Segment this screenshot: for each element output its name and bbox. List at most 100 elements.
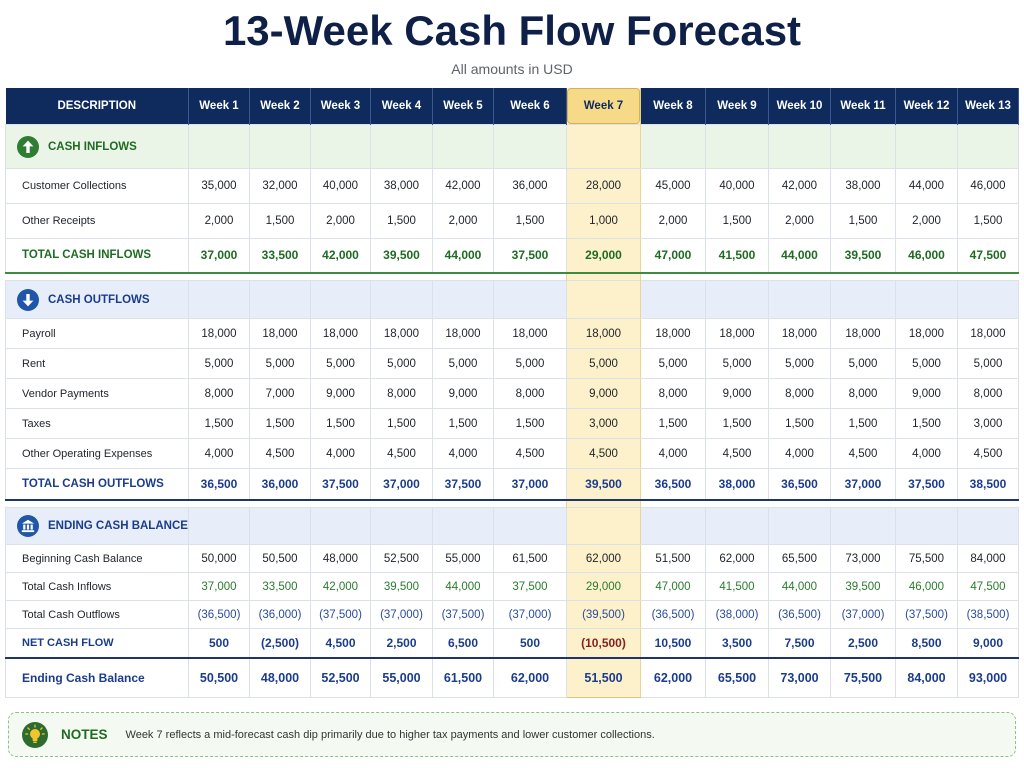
header-week-label: Week 10 xyxy=(776,100,823,112)
cell-week-7: 62,000 xyxy=(566,544,641,573)
cell-week-10: 8,000 xyxy=(768,378,831,409)
header-week-7: Week 7 xyxy=(566,88,641,125)
row-label: TOTAL CASH INFLOWS xyxy=(5,238,189,274)
header-week-3: Week 3 xyxy=(310,88,371,125)
cell-week-3: 2,000 xyxy=(310,203,371,239)
section-empty-cell xyxy=(188,507,250,545)
cell-week-12: 46,000 xyxy=(895,238,958,274)
table-header-row: DESCRIPTION Week 1 Week 2 Week 3 Week 4 Week … xyxy=(5,88,1019,125)
cell-week-12: 46,000 xyxy=(895,572,958,601)
section-empty-cell xyxy=(432,280,494,319)
cell-week-9: 9,000 xyxy=(705,378,769,409)
cell-week-3: 37,500 xyxy=(310,468,371,501)
cell-week-8: 36,500 xyxy=(640,468,706,501)
cell-week-9: 1,500 xyxy=(705,408,769,439)
cell-week-11: 1,500 xyxy=(830,408,896,439)
section-empty-cell xyxy=(768,507,831,545)
section-empty-cell xyxy=(188,124,250,169)
header-week-label: Week 8 xyxy=(653,100,693,112)
cell-week-12: 8,500 xyxy=(895,628,958,659)
cell-week-6: 36,000 xyxy=(493,168,567,204)
section-empty-cell xyxy=(249,124,311,169)
cell-week-7: 5,000 xyxy=(566,348,641,379)
cell-week-4: 18,000 xyxy=(370,318,433,349)
cell-week-2: 7,000 xyxy=(249,378,311,409)
section-empty-cell xyxy=(432,124,494,169)
spacer-cell xyxy=(493,499,567,508)
section-title-text: CASH INFLOWS xyxy=(48,140,137,153)
cell-week-1: 4,000 xyxy=(188,438,250,469)
spacer-cell xyxy=(493,272,567,281)
row-rent: Rent 5,000 5,000 5,000 5,000 5,000 5,000 5,000 5… xyxy=(5,348,1019,379)
cell-week-10: 5,000 xyxy=(768,348,831,379)
section-empty-cell xyxy=(188,280,250,319)
cell-week-4: 1,500 xyxy=(370,203,433,239)
row-total-cash-outflows: Total Cash Outflows (36,500) (36,000) (37,5… xyxy=(5,600,1019,629)
spacer-cell xyxy=(640,499,706,508)
cell-week-8: 8,000 xyxy=(640,378,706,409)
cell-week-8: (36,500) xyxy=(640,600,706,629)
header-week-4: Week 4 xyxy=(370,88,433,125)
cell-week-9: 3,500 xyxy=(705,628,769,659)
cell-week-1: 35,000 xyxy=(188,168,250,204)
cell-week-7: (39,500) xyxy=(566,600,641,629)
spacer-cell xyxy=(310,499,371,508)
cell-week-5: 42,000 xyxy=(432,168,494,204)
section-empty-cell xyxy=(493,280,567,319)
row-label: Vendor Payments xyxy=(5,378,189,409)
cell-week-11: 1,500 xyxy=(830,203,896,239)
cell-week-4: 1,500 xyxy=(370,408,433,439)
header-description-label: DESCRIPTION xyxy=(57,100,137,112)
spacer-cell xyxy=(640,272,706,281)
cell-week-1: 18,000 xyxy=(188,318,250,349)
notes-box: NOTES Week 7 reflects a mid-forecast cas… xyxy=(8,712,1016,757)
cell-week-1: 2,000 xyxy=(188,203,250,239)
row-label: Total Cash Inflows xyxy=(5,572,189,601)
cell-week-7: 4,500 xyxy=(566,438,641,469)
row-other-operating-expenses: Other Operating Expenses 4,000 4,500 4,000 4… xyxy=(5,438,1019,469)
cell-week-6: 18,000 xyxy=(493,318,567,349)
cell-week-8: 10,500 xyxy=(640,628,706,659)
cell-week-3: 52,500 xyxy=(310,657,371,698)
header-description: DESCRIPTION xyxy=(5,88,189,125)
cell-week-9: 1,500 xyxy=(705,203,769,239)
cell-week-1: 8,000 xyxy=(188,378,250,409)
cell-week-9: 62,000 xyxy=(705,544,769,573)
section-empty-cell xyxy=(640,507,706,545)
cell-week-13: (38,500) xyxy=(957,600,1019,629)
cell-week-11: 5,000 xyxy=(830,348,896,379)
row-ending-cash-balance: Ending Cash Balance 50,500 48,000 52,500 55,… xyxy=(5,657,1019,698)
header-week-label: Week 11 xyxy=(840,100,886,112)
bank-icon xyxy=(17,515,39,537)
row-total-cash-inflows: TOTAL CASH INFLOWS 37,000 33,500 42,000 39,5… xyxy=(5,238,1019,274)
cell-week-11: 37,000 xyxy=(830,468,896,501)
section-label-cell: ENDING CASH BALANCE xyxy=(5,507,189,545)
spacer-cell xyxy=(705,272,769,281)
spacer-cell xyxy=(957,499,1019,508)
section-empty-cell xyxy=(768,280,831,319)
section-empty-cell xyxy=(830,507,896,545)
cell-week-8: 47,000 xyxy=(640,238,706,274)
cell-week-11: 8,000 xyxy=(830,378,896,409)
cell-week-4: 37,000 xyxy=(370,468,433,501)
arrow-down-icon xyxy=(17,288,39,311)
section-header-ending-cash-balance: ENDING CASH BALANCE xyxy=(5,507,1019,545)
section-empty-cell xyxy=(566,124,641,169)
cell-week-11: 39,500 xyxy=(830,238,896,274)
header-week-label: Week 6 xyxy=(510,100,550,112)
row-taxes: Taxes 1,500 1,500 1,500 1,500 1,500 1,500 3,000… xyxy=(5,408,1019,439)
header-week-8: Week 8 xyxy=(640,88,706,125)
cell-week-1: 500 xyxy=(188,628,250,659)
cell-week-5: 44,000 xyxy=(432,238,494,274)
cell-week-1: 50,000 xyxy=(188,544,250,573)
cell-week-10: 73,000 xyxy=(768,657,831,698)
cell-week-3: 42,000 xyxy=(310,572,371,601)
cell-week-8: 47,000 xyxy=(640,572,706,601)
cell-week-13: 18,000 xyxy=(957,318,1019,349)
section-empty-cell xyxy=(705,507,769,545)
cell-week-4: 52,500 xyxy=(370,544,433,573)
row-label: Payroll xyxy=(5,318,189,349)
header-week-label: Week 13 xyxy=(965,100,1011,112)
cell-week-12: 37,500 xyxy=(895,468,958,501)
cell-week-3: 1,500 xyxy=(310,408,371,439)
